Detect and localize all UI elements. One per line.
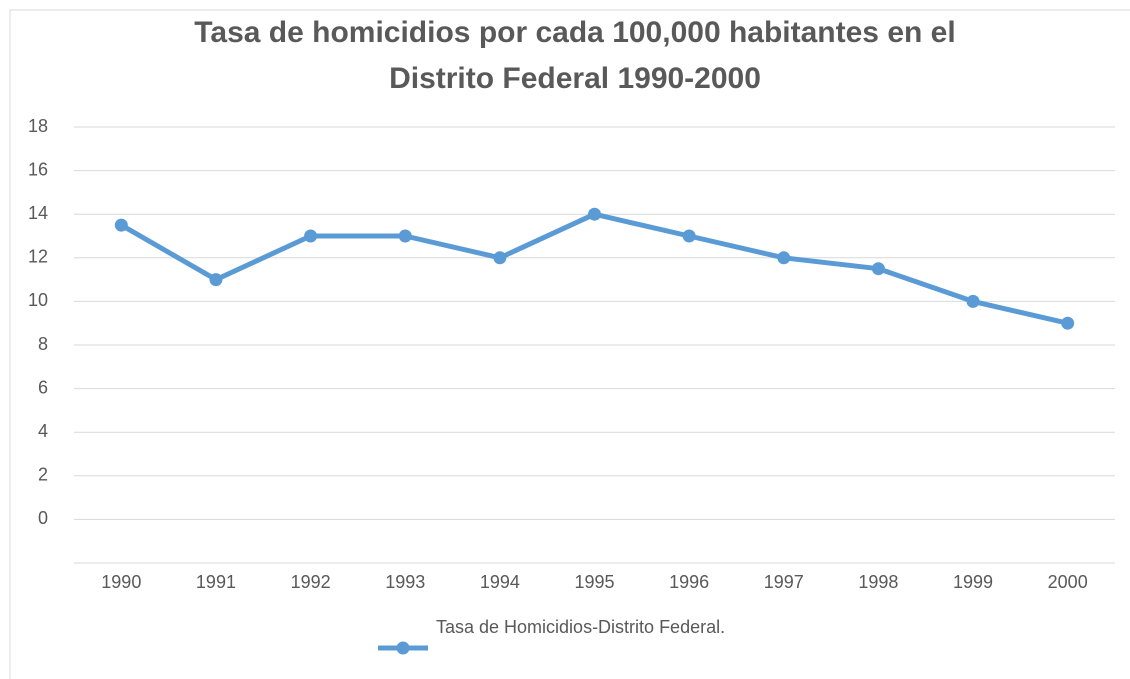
series-line	[120, 211, 1069, 326]
data-point	[777, 251, 791, 265]
data-point	[588, 207, 601, 221]
x-tick-label: 1992	[291, 572, 331, 592]
data-point	[1061, 316, 1075, 330]
x-tick-label: 1997	[764, 572, 804, 592]
x-tick-label: 1998	[858, 572, 898, 592]
x-tick-label: 1996	[669, 572, 709, 592]
data-point	[398, 229, 412, 243]
legend-marker	[396, 641, 410, 655]
data-point	[209, 273, 223, 287]
data-point	[493, 251, 507, 265]
y-tick-label: 18	[28, 116, 48, 136]
data-point	[966, 294, 980, 308]
y-tick-label: 12	[28, 247, 48, 267]
y-tick-label: 8	[38, 334, 48, 354]
x-tick-label: 1991	[196, 572, 236, 592]
chart-border	[9, 9, 1130, 679]
y-tick-label: 16	[28, 159, 48, 179]
x-tick-label: 1995	[574, 572, 614, 592]
x-tick-label: 1990	[101, 572, 141, 592]
data-point	[114, 218, 128, 232]
data-point	[304, 229, 318, 243]
data-point	[682, 229, 696, 243]
x-tick-label: 1994	[480, 572, 520, 592]
y-tick-label: 0	[38, 508, 48, 528]
legend-label: Tasa de Homicidios-Distrito Federal.	[436, 617, 725, 637]
x-tick-label: 1993	[385, 572, 425, 592]
x-tick-label: 1999	[953, 572, 993, 592]
data-point	[871, 262, 885, 276]
x-tick-label: 2000	[1048, 572, 1088, 592]
y-tick-label: 4	[38, 421, 48, 441]
y-tick-label: 6	[38, 377, 48, 397]
y-tick-label: 10	[28, 290, 48, 310]
y-tick-label: 2	[38, 465, 48, 485]
y-tick-label: 14	[28, 203, 48, 223]
chart-title: Tasa de homicidios por cada 100,000 habi…	[194, 16, 956, 95]
